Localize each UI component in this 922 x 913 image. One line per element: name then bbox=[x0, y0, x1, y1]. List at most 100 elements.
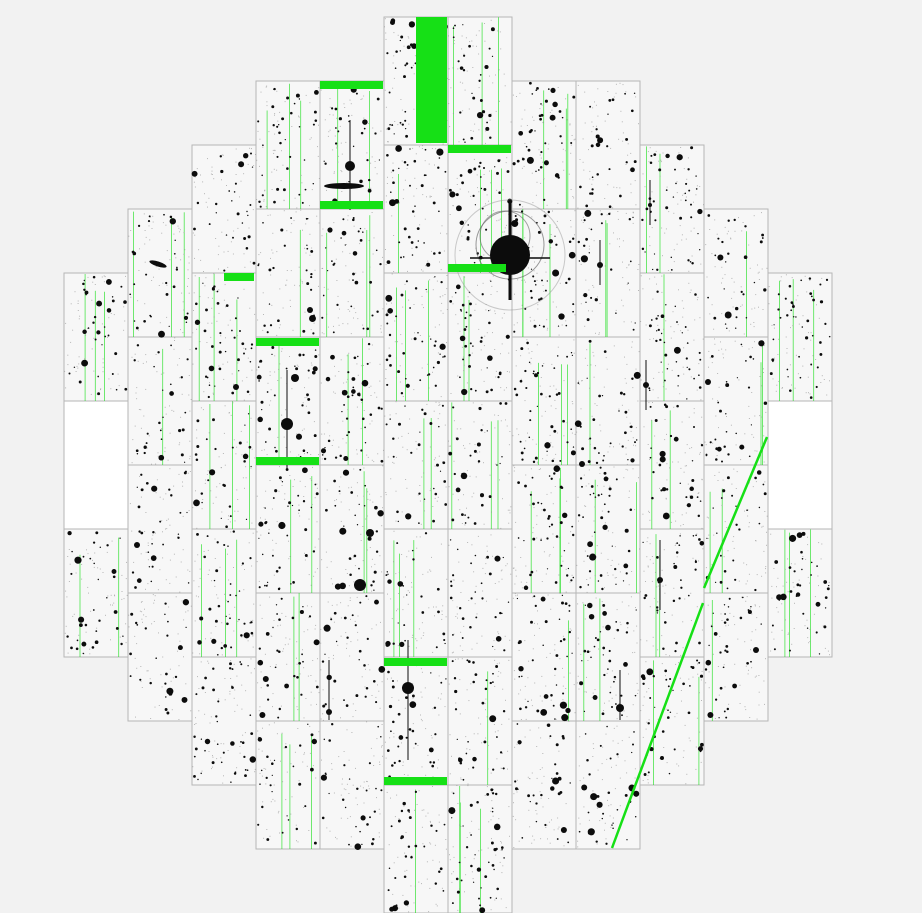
noise-speck bbox=[269, 374, 271, 376]
star bbox=[597, 452, 600, 454]
star bbox=[480, 429, 483, 432]
noise-speck bbox=[369, 423, 371, 425]
star bbox=[302, 500, 306, 503]
noise-speck bbox=[302, 761, 304, 763]
star bbox=[375, 550, 379, 553]
star bbox=[602, 524, 608, 530]
noise-speck bbox=[766, 267, 768, 269]
star bbox=[264, 441, 267, 443]
star bbox=[185, 626, 187, 629]
noise-speck bbox=[382, 308, 384, 310]
star bbox=[594, 637, 597, 639]
star bbox=[372, 679, 376, 683]
star bbox=[543, 508, 546, 512]
noise-speck bbox=[420, 714, 421, 716]
noise-speck bbox=[384, 89, 386, 91]
noise-speck bbox=[485, 557, 486, 559]
noise-speck bbox=[624, 378, 626, 380]
noise-speck bbox=[578, 380, 580, 382]
noise-speck bbox=[613, 345, 615, 347]
star bbox=[531, 476, 534, 479]
noise-speck bbox=[540, 737, 542, 739]
noise-speck bbox=[274, 371, 276, 373]
noise-speck bbox=[274, 355, 276, 357]
noise-speck bbox=[700, 399, 702, 401]
noise-speck bbox=[455, 437, 457, 439]
noise-speck bbox=[264, 189, 266, 191]
noise-speck bbox=[357, 631, 359, 633]
noise-speck bbox=[721, 282, 722, 284]
noise-speck bbox=[475, 476, 477, 478]
star bbox=[679, 216, 683, 220]
noise-speck bbox=[81, 564, 83, 565]
star bbox=[164, 602, 167, 605]
noise-speck bbox=[612, 207, 614, 209]
noise-speck bbox=[647, 779, 649, 781]
star bbox=[96, 330, 101, 335]
star bbox=[513, 387, 517, 391]
noise-speck bbox=[381, 681, 383, 683]
star bbox=[599, 631, 602, 633]
noise-speck bbox=[545, 827, 547, 828]
noise-speck bbox=[598, 333, 600, 335]
noise-speck bbox=[530, 468, 532, 470]
noise-speck bbox=[229, 690, 231, 692]
star bbox=[438, 251, 441, 255]
noise-speck bbox=[754, 307, 756, 309]
noise-speck bbox=[77, 303, 79, 304]
star bbox=[667, 685, 670, 688]
noise-speck bbox=[548, 798, 550, 799]
noise-speck bbox=[494, 414, 496, 416]
star bbox=[481, 701, 485, 705]
noise-speck bbox=[552, 503, 554, 505]
star bbox=[242, 453, 249, 460]
noise-speck bbox=[76, 365, 78, 367]
noise-speck bbox=[504, 227, 506, 229]
noise-speck bbox=[497, 30, 499, 32]
star bbox=[92, 321, 95, 324]
star bbox=[404, 64, 407, 67]
star bbox=[398, 735, 404, 740]
noise-speck bbox=[254, 771, 256, 773]
noise-speck bbox=[682, 647, 684, 649]
star bbox=[459, 174, 463, 177]
star bbox=[305, 269, 308, 272]
star bbox=[357, 355, 359, 358]
star bbox=[314, 355, 318, 358]
noise-speck bbox=[520, 557, 522, 558]
noise-speck bbox=[304, 311, 306, 313]
star bbox=[464, 522, 467, 524]
noise-speck bbox=[285, 447, 287, 448]
star bbox=[589, 493, 592, 496]
star bbox=[343, 455, 349, 462]
noise-speck bbox=[388, 347, 390, 349]
noise-speck bbox=[584, 357, 586, 359]
noise-speck bbox=[457, 68, 459, 70]
noise-speck bbox=[158, 268, 160, 270]
noise-speck bbox=[208, 751, 210, 752]
star bbox=[547, 210, 551, 214]
noise-speck bbox=[340, 635, 342, 637]
noise-speck bbox=[283, 436, 285, 438]
noise-speck bbox=[605, 357, 607, 359]
star bbox=[460, 310, 463, 312]
star bbox=[634, 322, 636, 324]
star bbox=[293, 674, 296, 678]
noise-speck bbox=[630, 183, 632, 185]
noise-speck bbox=[392, 62, 394, 64]
ccd-chip bbox=[511, 464, 577, 594]
noise-speck bbox=[523, 165, 525, 167]
noise-speck bbox=[699, 186, 701, 187]
star bbox=[95, 531, 99, 535]
noise-speck bbox=[574, 433, 576, 435]
star bbox=[366, 823, 369, 826]
star bbox=[417, 443, 421, 447]
noise-speck bbox=[268, 724, 270, 726]
noise-speck bbox=[270, 274, 272, 276]
star bbox=[404, 405, 406, 407]
star bbox=[280, 597, 283, 600]
star bbox=[472, 766, 475, 769]
star bbox=[485, 126, 490, 131]
noise-speck bbox=[290, 231, 292, 233]
star bbox=[595, 134, 600, 139]
